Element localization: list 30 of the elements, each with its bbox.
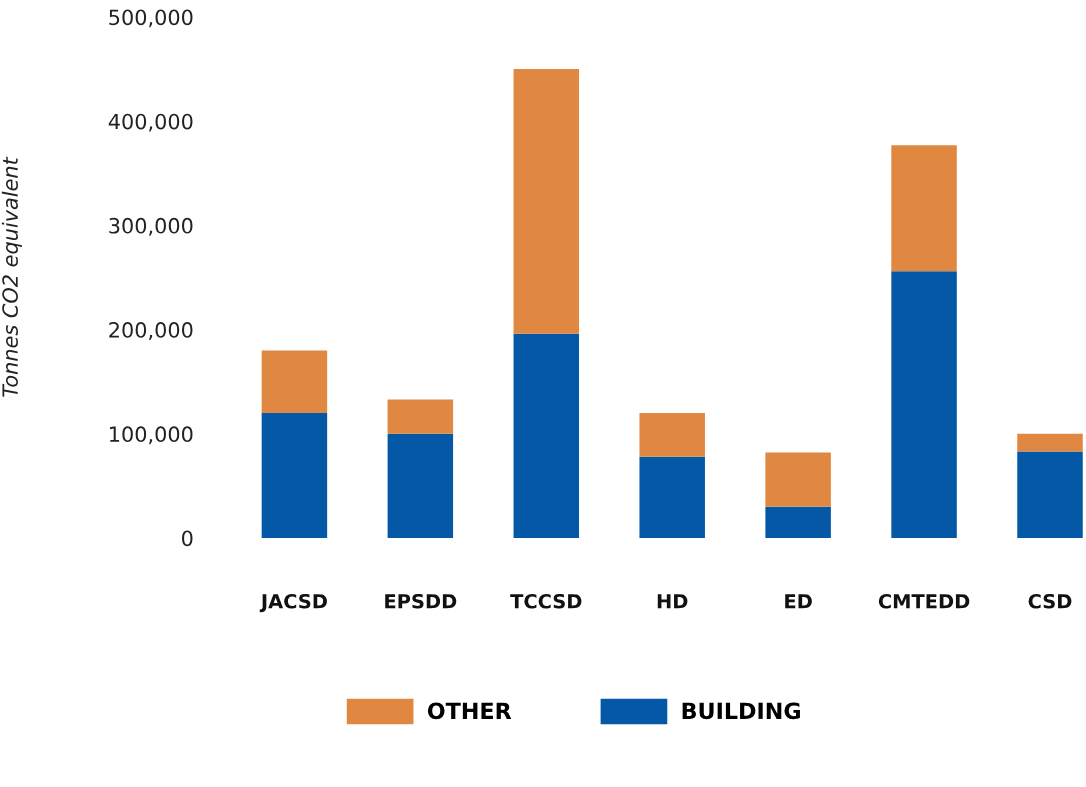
y-tick-label: 400,000 [108, 113, 193, 132]
y-tick-label: 500,000 [109, 9, 193, 28]
y-tick-label: 300,000 [109, 217, 193, 236]
x-tick-label: CMTEDD [878, 593, 970, 609]
bar [513, 69, 580, 334]
bar [387, 433, 454, 538]
bar [891, 271, 957, 538]
bar [639, 456, 705, 538]
x-tick-label: HD [657, 594, 688, 609]
y-axis-title: Tonnes CO2 equivalent [1, 156, 22, 397]
bar [765, 506, 831, 538]
y-tick-label: 0 [182, 530, 193, 547]
x-tick-label: ED [785, 594, 812, 609]
bar [639, 412, 705, 457]
legend-label: BUILDING [682, 702, 800, 720]
x-tick-label: CSD [1028, 593, 1072, 609]
x-tick-label: TCCSD [510, 593, 582, 609]
y-tick-label: 200,000 [109, 322, 193, 340]
bar [261, 412, 328, 538]
bar [261, 350, 328, 413]
bar [765, 452, 831, 507]
bar [1017, 451, 1083, 538]
bar [513, 333, 580, 538]
y-tick-label: 100,000 [110, 426, 193, 445]
legend-label: OTHER [427, 702, 512, 720]
x-tick-label: JACSD [259, 593, 327, 613]
bar [387, 399, 454, 434]
bar [1017, 433, 1083, 452]
x-tick-label: EPSDD [385, 593, 457, 609]
bar [891, 145, 957, 272]
